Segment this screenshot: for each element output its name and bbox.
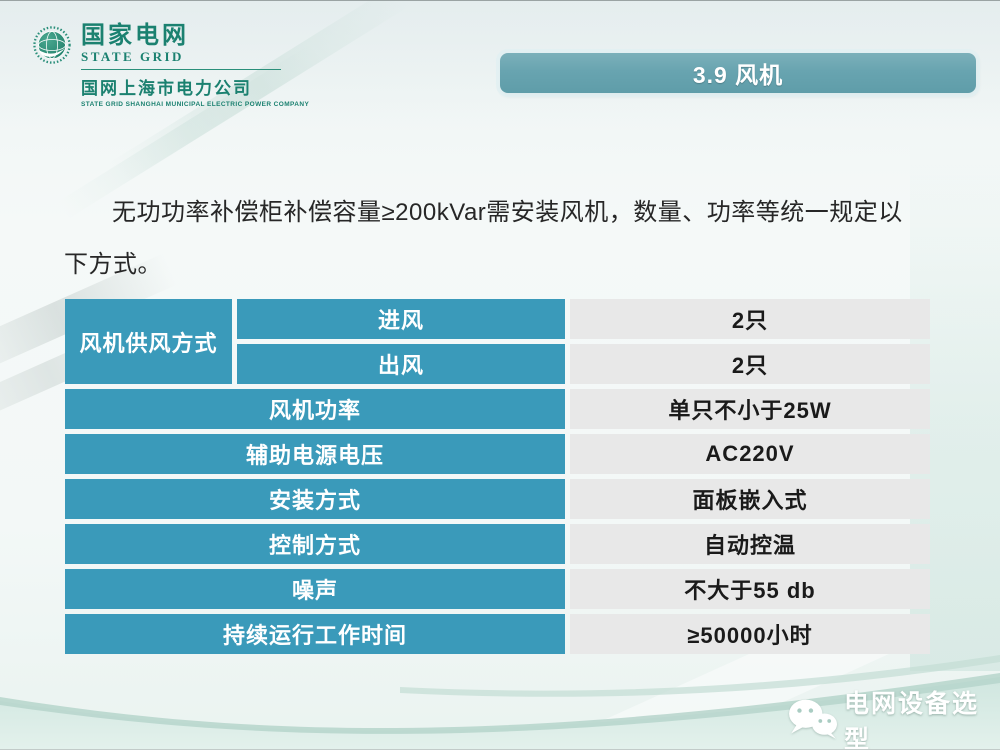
cell-value: ≥50000小时 [570, 614, 930, 654]
logo-company-en: STATE GRID SHANGHAI MUNICIPAL ELECTRIC P… [81, 101, 310, 109]
table-row: 风机供风方式 进风 2只 [65, 299, 930, 384]
cell-value: 2只 [570, 344, 930, 384]
table-row: 风机功率 单只不小于25W [65, 389, 930, 429]
cell-value: 面板嵌入式 [570, 479, 930, 519]
table-row: 持续运行工作时间 ≥50000小时 [65, 614, 930, 654]
cell-label: 安装方式 [65, 479, 565, 519]
section-title: 3.9 风机 [692, 62, 784, 88]
cell-value: AC220V [570, 434, 930, 474]
table-row: 出风 2只 [65, 344, 930, 384]
table-row: 噪声 不大于55 db [65, 569, 930, 609]
fan-spec-table: 风机供风方式 进风 2只 出风 2只 风机功率 单只不小于25W 辅助电源电压 … [60, 294, 935, 659]
cell-label: 噪声 [65, 569, 565, 609]
cell-value: 2只 [570, 299, 930, 339]
logo-brand-cn: 国家电网 [81, 22, 189, 49]
cell-label: 持续运行工作时间 [65, 614, 565, 654]
cell-label: 控制方式 [65, 524, 565, 564]
wechat-icon [789, 699, 838, 739]
cell-label: 风机功率 [65, 389, 565, 429]
watermark-text: 电网设备选型 [844, 690, 980, 750]
intro-paragraph: 无功功率补偿柜补偿容量≥200kVar需安装风机，数量、功率等统一规定以下方式。 [64, 199, 903, 278]
state-grid-globe-icon [33, 26, 71, 64]
section-title-bar: 3.9 风机 [500, 53, 976, 93]
cell-value: 自动控温 [570, 524, 930, 564]
cell-value: 单只不小于25W [570, 389, 930, 429]
logo-brand-en: STATE GRID [81, 49, 184, 65]
table-row: 安装方式 面板嵌入式 [65, 479, 930, 519]
table-row: 控制方式 自动控温 [65, 524, 930, 564]
cell-label: 出风 [237, 344, 565, 384]
wechat-watermark: 电网设备选型 [788, 684, 1000, 750]
logo-divider [81, 69, 281, 71]
table-row: 辅助电源电压 AC220V [65, 434, 930, 474]
cell-group-label: 风机供风方式 [65, 299, 232, 384]
cell-label: 进风 [237, 299, 565, 339]
cell-label: 辅助电源电压 [65, 434, 565, 474]
state-grid-logo: 国家电网 STATE GRID 国网上海市电力公司 STATE GRID SHA… [33, 23, 333, 108]
cell-value: 不大于55 db [570, 569, 930, 609]
logo-company-cn: 国网上海市电力公司 [81, 79, 252, 99]
